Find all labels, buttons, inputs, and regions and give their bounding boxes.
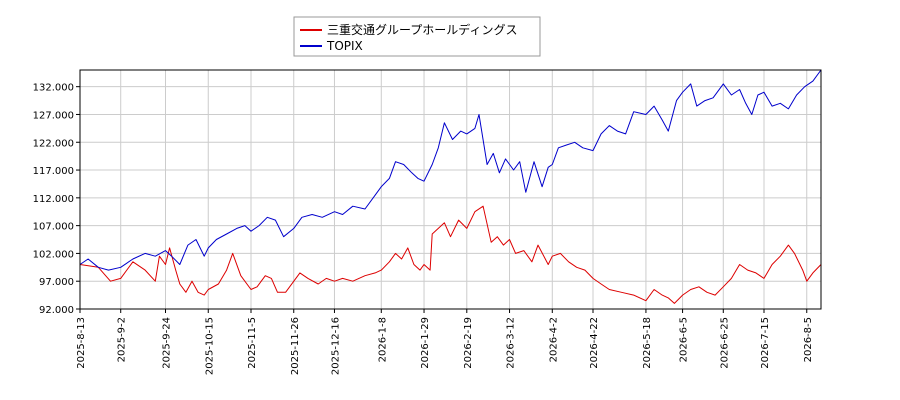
x-tick-label: 2026-1-8: [377, 317, 388, 362]
x-tick-label: 2025-9-24: [162, 317, 173, 369]
x-tick-label: 2025-10-15: [204, 317, 215, 375]
plot-frame: [79, 69, 822, 310]
legend: 三重交通グループホールディングス TOPIX: [293, 16, 541, 57]
series-line-0: [79, 205, 822, 304]
x-tick-label: 2025-11-26: [290, 317, 301, 375]
y-tick-label: 102.000: [33, 249, 74, 260]
plot-background: [80, 70, 821, 309]
y-tick-label: 112.000: [33, 194, 74, 205]
y-tick-label: 97.000: [39, 277, 74, 288]
x-tick-label: 2026-3-12: [506, 317, 517, 369]
y-tick-label: 92.000: [39, 305, 74, 316]
x-tick-label: 2026-6-5: [679, 317, 690, 362]
legend-label-0: 三重交通グループホールディングス: [327, 22, 517, 37]
y-tick-label: 122.000: [33, 138, 74, 149]
y-tick-label: 107.000: [33, 222, 74, 233]
grid: [79, 70, 821, 310]
series-lines: [79, 69, 822, 304]
y-tick-label: 127.000: [33, 110, 74, 121]
x-tick-label: 2026-4-2: [548, 317, 559, 362]
x-tick-label: 2026-6-25: [719, 317, 730, 369]
x-tick-label: 2026-5-18: [642, 317, 653, 369]
x-tick-label: 2026-7-15: [760, 317, 771, 369]
x-tick-label: 2025-9-2: [117, 317, 128, 362]
x-tick-label: 2026-4-22: [589, 317, 600, 369]
legend-label-1: TOPIX: [326, 39, 363, 53]
x-tick-label: 2026-8-5: [803, 317, 814, 362]
x-tick-label: 2025-11-5: [247, 317, 258, 369]
x-tick-label: 2026-1-29: [420, 317, 431, 369]
legend-box: [293, 16, 541, 57]
series-line-1: [79, 69, 822, 271]
x-tick-label: 2025-12-16: [330, 317, 341, 375]
x-tick-label: 2025-8-13: [76, 317, 87, 369]
y-tick-label: 132.000: [33, 83, 74, 94]
x-tick-label: 2026-2-19: [463, 317, 474, 369]
axes: 92.000 97.000 102.000 107.000 112.000 117.000…: [33, 83, 814, 375]
y-tick-label: 117.000: [33, 166, 74, 177]
